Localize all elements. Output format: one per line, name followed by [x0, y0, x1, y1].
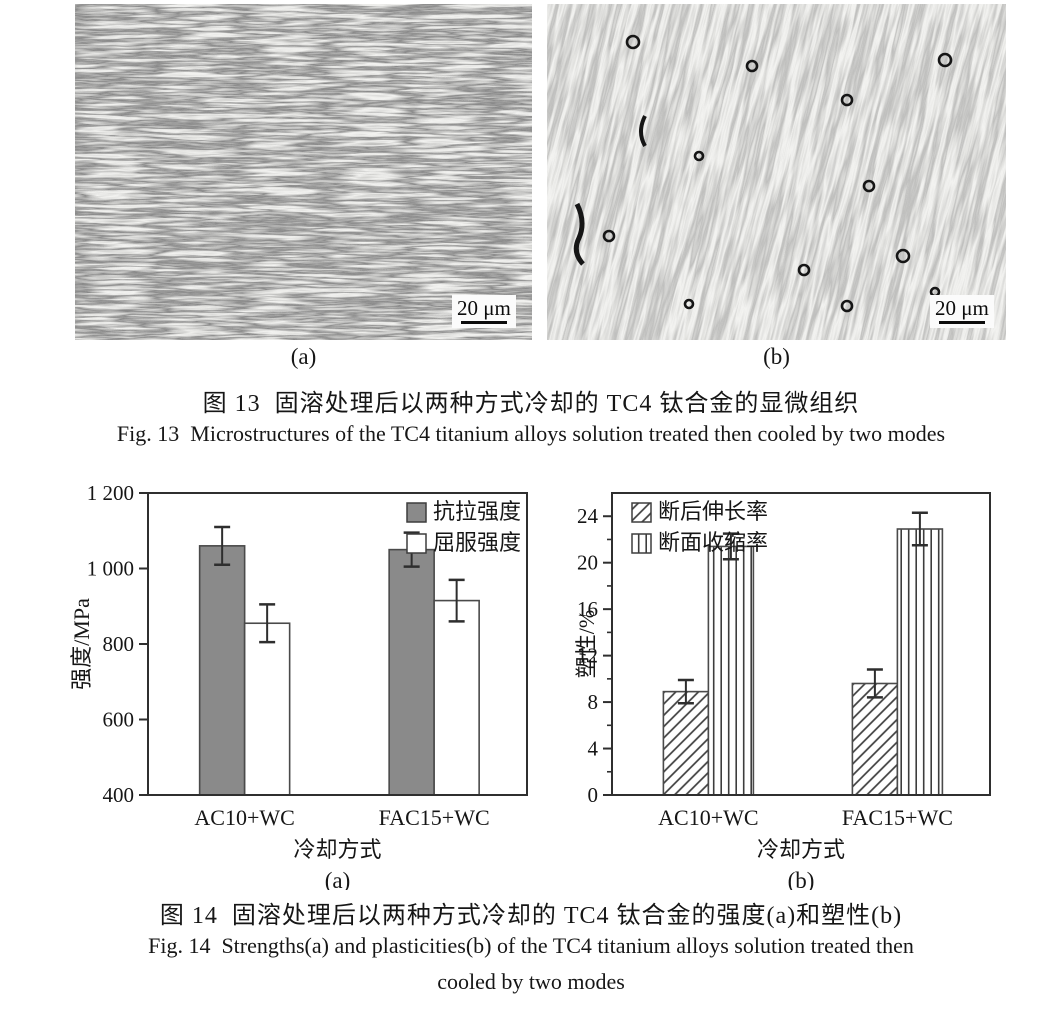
- svg-text:FAC15+WC: FAC15+WC: [842, 805, 953, 830]
- fig14-caption-en-line2: cooled by two modes: [437, 969, 625, 994]
- plasticity-bar-chart: 0 4 8 12 16 20 24 AC10+WC FAC15+WC 冷却方式 (b) 塑性/% 断后伸…: [574, 492, 991, 890]
- svg-text:600: 600: [103, 708, 135, 732]
- scale-bar-b-label: 20 μm: [935, 296, 989, 320]
- fig13-caption-zh: 图 13 固溶处理后以两种方式冷却的 TC4 钛合金的显微组织: [202, 391, 860, 417]
- svg-text:FAC15+WC: FAC15+WC: [379, 805, 490, 830]
- fig14-caption-en-line1: Fig. 14 Strengths(a) and plasticities(b)…: [148, 933, 914, 958]
- svg-text:20: 20: [577, 551, 598, 575]
- scale-bar-a-label: 20 μm: [457, 296, 511, 320]
- svg-text:24: 24: [577, 504, 599, 528]
- svg-text:断后伸长率: 断后伸长率: [658, 499, 768, 524]
- svg-text:冷却方式: 冷却方式: [757, 837, 845, 862]
- scale-bar-a: 20 μm: [452, 295, 516, 329]
- svg-text:400: 400: [103, 783, 135, 807]
- svg-text:抗拉强度: 抗拉强度: [433, 499, 521, 524]
- svg-text:AC10+WC: AC10+WC: [194, 805, 294, 830]
- svg-text:1 000: 1 000: [87, 557, 134, 581]
- fig13-caption-en: Fig. 13 Microstructures of the TC4 titan…: [116, 421, 946, 446]
- svg-text:AC10+WC: AC10+WC: [658, 805, 758, 830]
- scale-bar-a-line: [460, 321, 507, 325]
- svg-text:0: 0: [588, 783, 599, 807]
- svg-text:塑性/%: 塑性/%: [574, 610, 599, 678]
- svg-text:16: 16: [577, 597, 598, 621]
- svg-text:800: 800: [103, 632, 135, 656]
- svg-text:12: 12: [577, 644, 598, 668]
- micrograph-b-panel-label: (b): [763, 344, 790, 369]
- svg-text:1 200: 1 200: [87, 481, 134, 505]
- svg-text:断面收缩率: 断面收缩率: [658, 530, 768, 555]
- svg-text:8: 8: [588, 690, 599, 714]
- svg-text:4: 4: [588, 737, 599, 761]
- fig14-caption-zh: 图 14 固溶处理后以两种方式冷却的 TC4 钛合金的强度(a)和塑性(b): [159, 903, 903, 929]
- svg-text:屈服强度: 屈服强度: [433, 530, 521, 555]
- strength-bar-chart: 400 600 800 1 000 1 200 AC10+WC FAC15+WC 冷却方式 (a…: [69, 481, 528, 890]
- svg-text:(b): (b): [788, 868, 815, 890]
- scale-bar-b-line: [938, 321, 985, 325]
- beta-particle-rings: [573, 34, 953, 313]
- svg-text:冷却方式: 冷却方式: [293, 837, 381, 862]
- micrograph-b: [547, 4, 1006, 340]
- micrograph-a-panel-label: (a): [290, 344, 317, 369]
- svg-text:强度/MPa: 强度/MPa: [69, 598, 94, 690]
- micrograph-a: [75, 4, 532, 340]
- svg-text:(a): (a): [325, 868, 351, 890]
- scale-bar-b: 20 μm: [930, 295, 994, 329]
